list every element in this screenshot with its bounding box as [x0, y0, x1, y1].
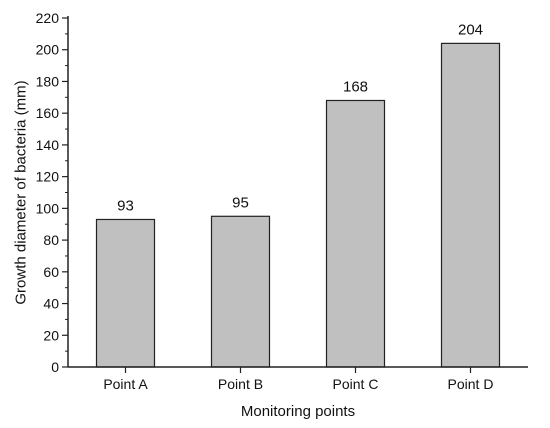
- bar-point-d: [440, 42, 501, 368]
- y-axis-ticks: 0 20 40 60 80 100 120 140 160 180 200 220: [36, 10, 68, 375]
- bars: [95, 42, 501, 368]
- data-label: 95: [232, 194, 249, 211]
- x-tick-label: Point C: [333, 376, 379, 392]
- y-tick-label: 0: [51, 359, 59, 375]
- y-tick-label: 220: [36, 10, 60, 26]
- y-tick-label: 60: [43, 264, 59, 280]
- y-tick-label: 40: [43, 296, 59, 312]
- x-tick-label: Point B: [218, 376, 263, 392]
- x-tick-label: Point A: [103, 376, 148, 392]
- data-label: 204: [458, 21, 483, 38]
- x-axis-ticks: Point A Point B Point C Point D: [103, 367, 493, 392]
- x-tick-label: Point D: [448, 376, 494, 392]
- y-tick-label: 100: [36, 200, 60, 216]
- bar-point-b: [210, 215, 271, 368]
- y-tick-label: 160: [36, 105, 60, 121]
- y-tick-label: 200: [36, 42, 60, 58]
- x-axis-title: Monitoring points: [241, 403, 355, 420]
- y-tick-label: 140: [36, 137, 60, 153]
- y-tick-label: 80: [43, 232, 59, 248]
- data-labels: 93 95 168 204: [117, 21, 483, 214]
- bar-point-c: [325, 99, 386, 368]
- data-label: 93: [117, 197, 134, 214]
- y-tick-label: 180: [36, 73, 60, 89]
- y-tick-label: 20: [43, 327, 59, 343]
- y-axis-title: Growth diameter of bacteria (mm): [12, 80, 29, 304]
- bar-point-a: [95, 218, 156, 368]
- data-label: 168: [343, 78, 368, 95]
- y-tick-label: 120: [36, 169, 60, 185]
